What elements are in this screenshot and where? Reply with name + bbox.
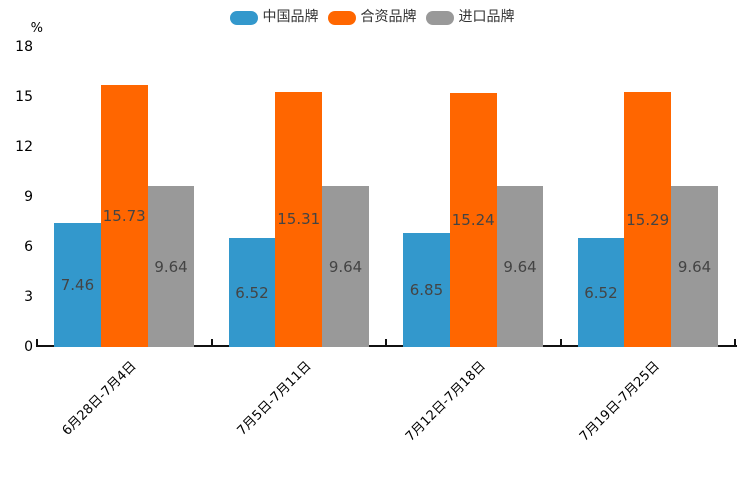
bar-中国品牌-0: 7.46	[54, 222, 101, 347]
bar-value-label: 6.52	[584, 283, 618, 302]
legend-item[interactable]: 中国品牌	[229, 9, 319, 26]
y-tick-label: 0	[24, 339, 33, 355]
y-tick-label: 18	[15, 39, 33, 55]
bar-合资品牌-1: 15.31	[275, 91, 323, 347]
bar-合资品牌-0: 15.73	[100, 84, 148, 347]
legend-swatch-icon	[229, 10, 258, 25]
bar-value-label: 9.64	[677, 257, 712, 276]
y-tick-label: 15	[15, 89, 33, 105]
bar-合资品牌-2: 15.24	[449, 93, 497, 347]
bar-value-label: 15.29	[626, 210, 670, 229]
x-axis-tick	[559, 339, 562, 346]
bar-value-label: 15.73	[102, 206, 146, 225]
bar-value-label: 7.46	[60, 275, 95, 294]
legend: 中国品牌 合资品牌 进口品牌	[0, 9, 744, 26]
bar-value-label: 6.85	[409, 280, 444, 299]
bar-中国品牌-2: 6.85	[403, 232, 450, 347]
x-tick-label: 6月28日-7月4日	[59, 358, 140, 439]
legend-swatch-icon	[327, 10, 356, 25]
bar-value-label: 9.64	[503, 257, 537, 276]
bar-进口品牌-2: 9.64	[496, 186, 544, 347]
legend-item-label: 合资品牌	[360, 9, 417, 25]
bar-合资品牌-3: 15.29	[624, 92, 672, 347]
y-tick-label: 3	[24, 289, 33, 305]
x-axis-tick	[36, 339, 38, 346]
bar-进口品牌-0: 9.64	[147, 186, 195, 347]
bar-value-label: 15.24	[451, 211, 495, 229]
bar-中国品牌-3: 6.52	[577, 238, 625, 347]
bar-value-label: 9.64	[328, 257, 363, 276]
legend-item-label: 进口品牌	[458, 9, 515, 25]
x-tick-label: 7月19日-7月25日	[577, 358, 664, 445]
x-axis-line	[36, 345, 737, 347]
y-tick-label: 6	[24, 239, 33, 255]
legend-item[interactable]: 进口品牌	[425, 9, 515, 26]
x-axis-tick	[385, 339, 387, 346]
y-axis-unit-label: %	[30, 21, 43, 36]
y-tick-label: 9	[24, 189, 33, 205]
x-axis-tick	[210, 339, 213, 346]
bar-中国品牌-1: 6.52	[228, 238, 276, 347]
bar-value-label: 6.52	[235, 283, 269, 302]
legend-item[interactable]: 合资品牌	[327, 9, 417, 26]
x-tick-label: 7月12日-7月18日	[402, 358, 489, 445]
bar-value-label: 15.31	[277, 210, 321, 229]
bar-进口品牌-1: 9.64	[322, 186, 369, 347]
x-tick-label: 7月5日-7月11日	[234, 358, 315, 439]
bar-value-label: 9.64	[154, 257, 188, 276]
y-tick-label: 12	[15, 139, 33, 155]
legend-item-label: 中国品牌	[262, 9, 319, 25]
x-axis-tick	[734, 339, 736, 346]
legend-swatch-icon	[425, 10, 454, 25]
bar-进口品牌-3: 9.64	[671, 186, 718, 347]
